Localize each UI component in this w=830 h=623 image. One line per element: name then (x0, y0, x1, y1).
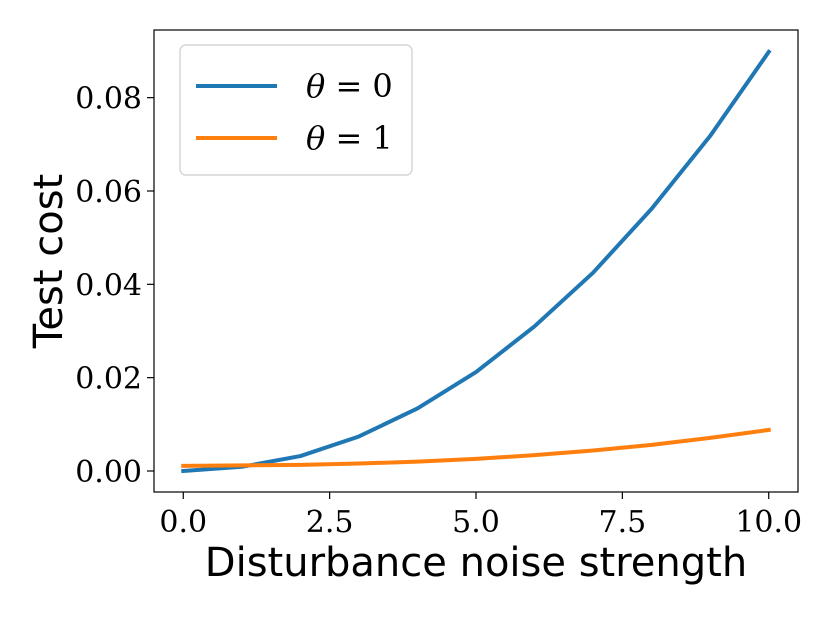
x-tick-label: 0.0 (159, 505, 207, 540)
x-tick-label: 10.0 (735, 505, 802, 540)
legend: θ = 0θ = 1 (179, 44, 413, 176)
x-tick-label: 2.5 (306, 505, 354, 540)
legend-label-theta-1: θ = 1 (306, 119, 393, 157)
legend-symbol: θ (306, 67, 325, 105)
series-line-theta-0 (181, 49, 772, 474)
x-axis-ticks: 0.0 2.5 5.0 7.5 10.0 (159, 492, 802, 540)
x-tick-label: 7.5 (599, 505, 647, 540)
legend-symbol: θ (306, 119, 325, 157)
y-tick-label: 0.06 (75, 175, 142, 210)
y-tick-label: 0.04 (75, 268, 142, 303)
legend-box (179, 44, 413, 176)
y-tick-label: 0.08 (75, 82, 142, 117)
series-layer (181, 49, 772, 474)
y-axis-title: Test cost (26, 174, 72, 349)
legend-label-theta-0: θ = 0 (306, 67, 393, 105)
x-axis-title: Disturbance noise strength (205, 540, 747, 586)
y-tick-label: 0.00 (75, 455, 142, 490)
series-line-theta-1 (181, 427, 771, 468)
x-tick-label: 5.0 (452, 505, 500, 540)
legend-relation: = 0 (325, 67, 393, 105)
legend-relation: = 1 (325, 119, 393, 157)
y-tick-label: 0.02 (75, 362, 142, 397)
y-axis-ticks: 0.00 0.02 0.04 0.06 0.08 (75, 82, 154, 490)
